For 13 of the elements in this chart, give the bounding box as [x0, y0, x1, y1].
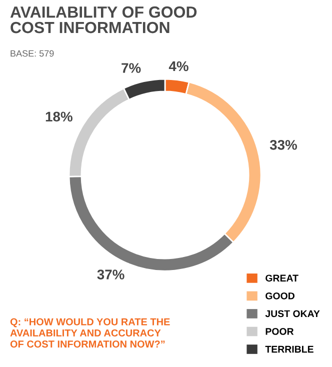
chart-title: AVAILABILITY OF GOOD COST INFORMATION	[10, 6, 197, 34]
legend-label: POOR	[266, 328, 294, 335]
data-label: 33%	[270, 140, 297, 150]
legend-label: GREAT	[266, 274, 298, 282]
legend-label: JUST OKAY	[265, 310, 320, 318]
data-label: 18%	[46, 112, 72, 122]
data-label: 4%	[168, 61, 188, 72]
legend-label: TERRIBLE	[265, 346, 314, 353]
data-label: 7%	[122, 63, 141, 73]
text: Q: “HOW WOULD YOU RATE THE AVAILABILITY AND ACCURACY OF COST INFORMATION NOW?”	[10, 318, 170, 348]
legend-label: GOOD	[266, 292, 294, 300]
data-label: 37%	[97, 270, 124, 280]
chart-subtitle: BASE: 579	[10, 50, 54, 57]
